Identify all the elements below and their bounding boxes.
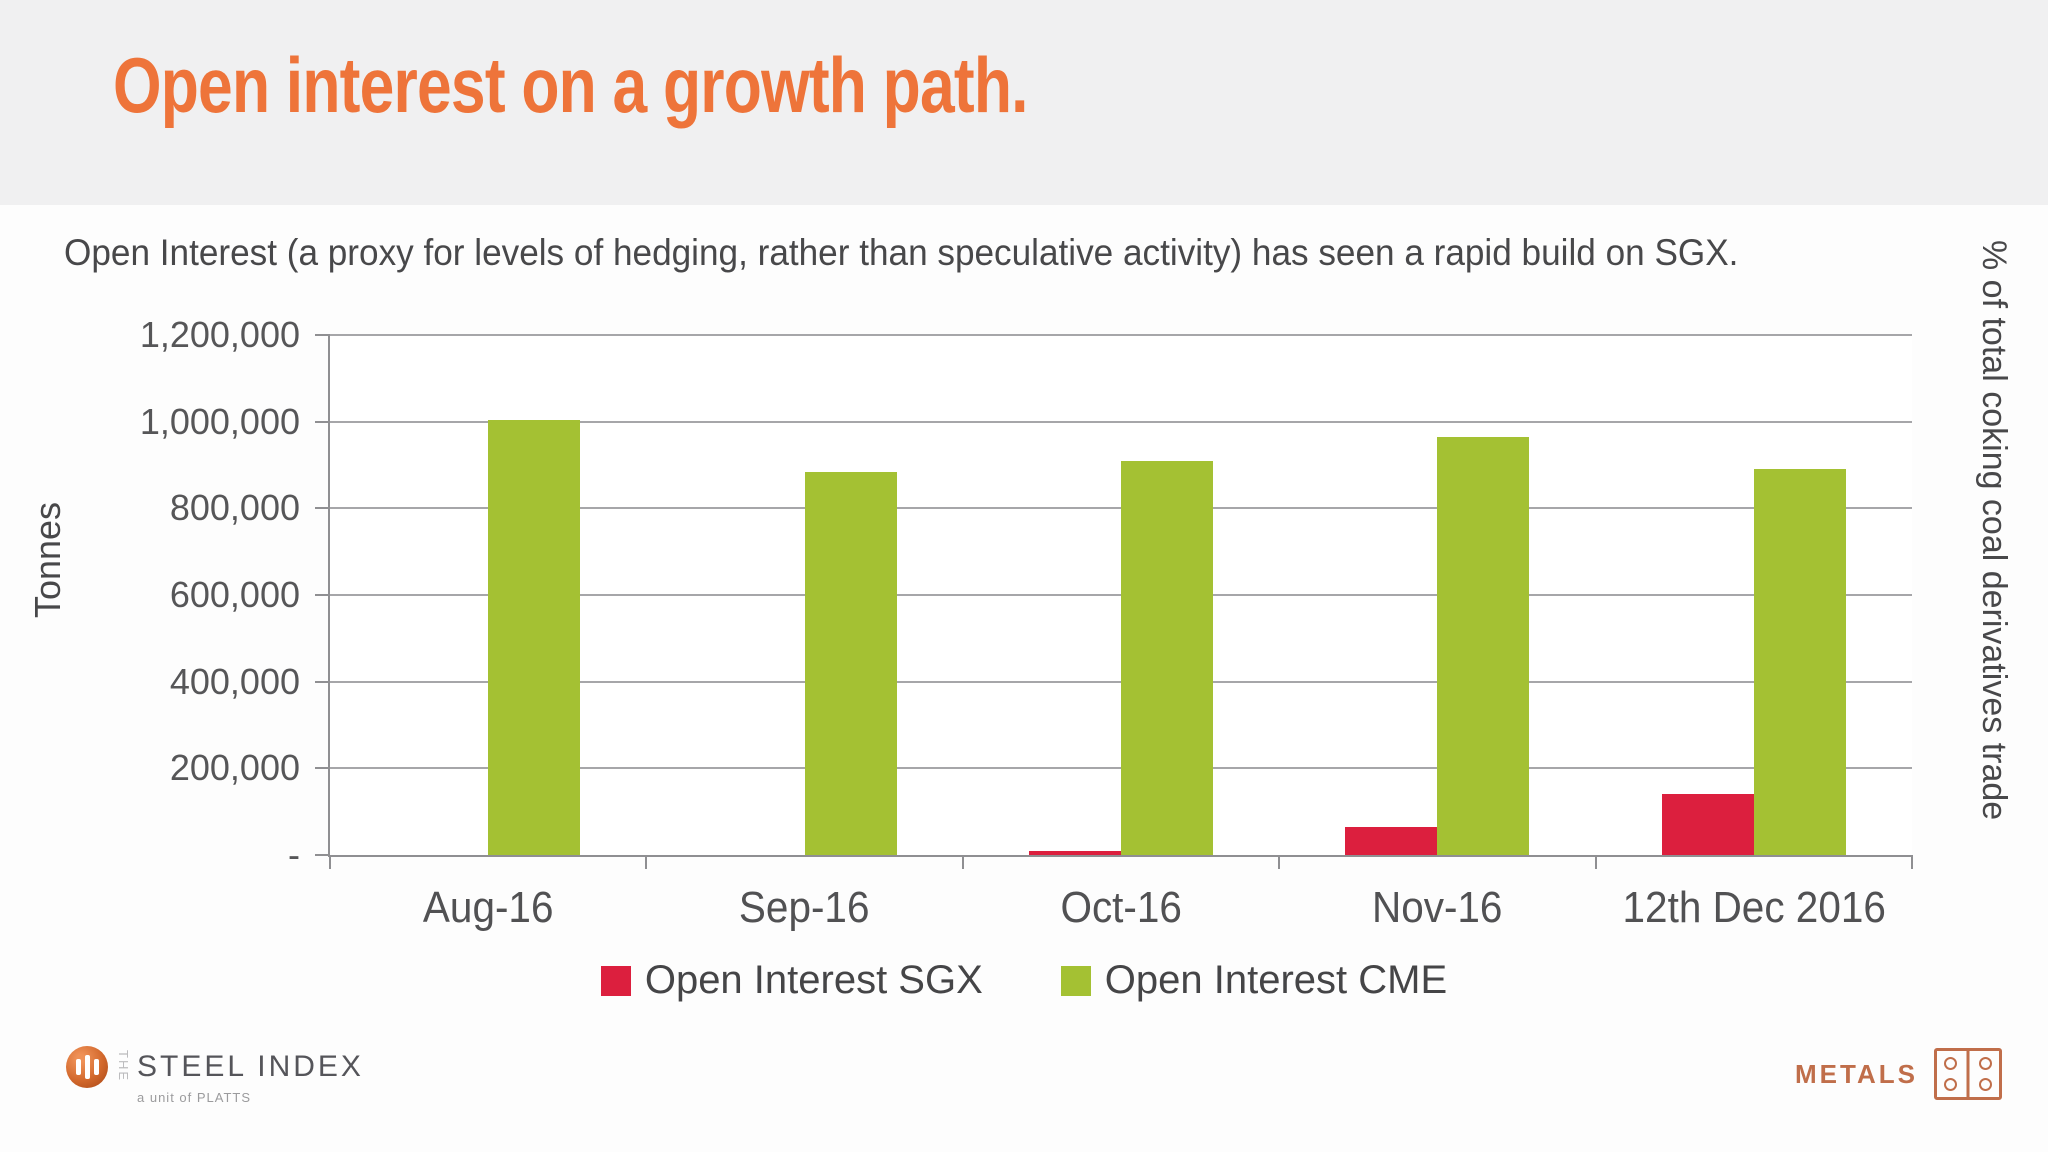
y-tick-mark [315,594,330,596]
legend-item-sgx: Open Interest SGX [600,958,983,1003]
header-band [0,0,2048,205]
bar-group-aug-16 [330,335,646,855]
y-tick-label: 1,000,000 [139,400,300,442]
gridline [330,594,1912,596]
y-tick-mark [315,680,330,683]
bar-open-interest-cme-12th-dec-2016 [1753,469,1846,855]
page-title: Open interest on a growth path. [113,41,1029,129]
legend-swatch-cme-icon [1060,965,1091,996]
subtitle: Open Interest (a proxy for levels of hed… [64,232,1739,273]
bar-group-sep-16 [646,335,962,855]
bar-open-interest-cme-sep-16 [804,471,897,855]
metals-plates-icon [1933,1048,2002,1100]
legend: Open Interest SGX Open Interest CME [0,958,2048,1003]
x-axis-labels: Aug-16 Sep-16 Oct-16 Nov-16 12th Dec 2016 [330,883,1912,933]
legend-label-cme: Open Interest CME [1104,958,1448,1002]
y-tick-label: 400,000 [169,660,300,702]
gridline [330,767,1912,770]
x-tick-mark [1278,855,1281,869]
gridline [330,680,1912,683]
x-axis-label: Aug-16 [422,883,554,932]
plot-area: - 200,000 400,000 600,000 800,000 1,000,000 1,… [140,314,1913,932]
y-tick-label: 600,000 [169,574,300,615]
legend-item-cme: Open Interest CME [1060,958,1448,1003]
bar-open-interest-sgx-oct-16 [1029,850,1122,855]
y-tick-label: - [288,834,300,875]
metals-logo: METALS [1795,1048,2002,1100]
y-tick-mark [315,854,330,856]
x-tick-mark [1911,855,1913,869]
x-axis-label: 12th Dec 2016 [1622,883,1886,932]
gridline [330,420,1912,423]
steel-index-the: THE [116,1050,131,1082]
bars-layer [330,335,1912,855]
steel-index-tagline: a unit of PLATTS [137,1090,252,1105]
y-tick-mark [315,334,330,336]
y-tick-label: 200,000 [169,747,300,789]
gridline [330,334,1912,336]
legend-swatch-sgx-icon [600,965,631,996]
bar-open-interest-cme-aug-16 [488,419,581,855]
bar-group-12th-dec-2016 [1596,335,1912,855]
bar-open-interest-cme-oct-16 [1121,460,1214,855]
right-axis-label: % of total coking coal derivatives trade [1975,240,2013,821]
bar-open-interest-sgx-12th-dec-2016 [1661,794,1754,855]
y-axis-title: Tonnes [27,501,68,619]
steel-index-name: STEEL INDEX [137,1050,364,1083]
steel-index-globe-icon [66,1046,108,1088]
bar-group-nov-16 [1279,335,1595,855]
x-axis-label: Sep-16 [739,883,870,932]
x-tick-mark [645,855,648,869]
legend-label-sgx: Open Interest SGX [644,958,983,1002]
x-tick-mark [1594,855,1597,869]
x-tick-mark [329,855,331,869]
metals-label: METALS [1795,1058,1918,1089]
y-tick-mark [315,507,330,510]
bar-open-interest-cme-nov-16 [1437,436,1530,855]
steel-index-logo: THE STEEL INDEX a unit of PLATTS [66,1042,364,1105]
bar-group-oct-16 [963,335,1279,855]
y-tick-label: 800,000 [169,487,300,529]
y-tick-mark [315,767,330,770]
y-tick-label: 1,200,000 [139,314,300,355]
x-tick-mark [961,855,964,869]
x-axis-label: Oct-16 [1060,883,1182,932]
x-axis-label: Nov-16 [1372,883,1503,932]
bar-open-interest-sgx-nov-16 [1345,826,1438,855]
gridline [330,507,1912,510]
y-tick-mark [315,420,330,423]
